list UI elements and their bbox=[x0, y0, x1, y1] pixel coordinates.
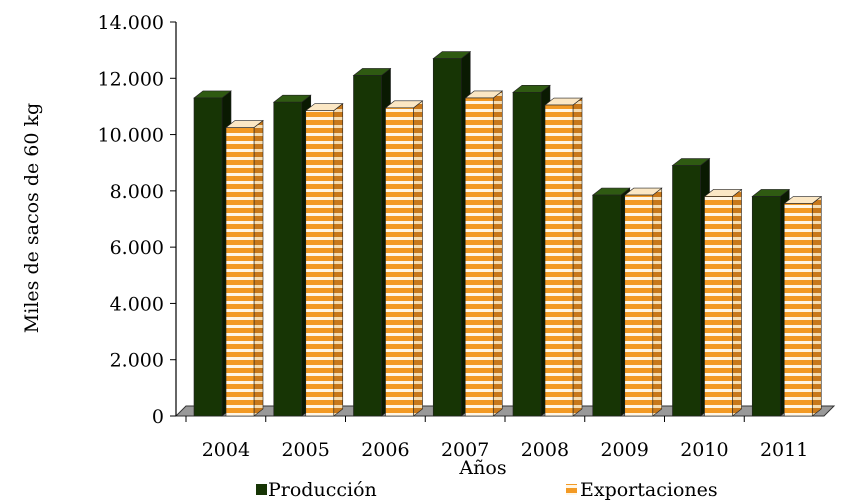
bar-exportaciones bbox=[304, 103, 344, 417]
bar-produccion bbox=[193, 90, 232, 417]
bars bbox=[193, 50, 823, 417]
bar-exportaciones bbox=[623, 187, 663, 417]
bar-exportaciones-side bbox=[652, 187, 663, 417]
bar-exportaciones bbox=[225, 119, 264, 417]
legend-swatch-produccion bbox=[256, 484, 267, 495]
bar-exportaciones bbox=[703, 188, 743, 417]
bar-produccion-front bbox=[273, 101, 303, 417]
y-tick-label: 14.000 bbox=[98, 12, 164, 34]
y-tick-label: 2.000 bbox=[110, 350, 164, 372]
bar-exportaciones-front bbox=[464, 97, 494, 417]
bar-exportaciones-front bbox=[624, 194, 654, 417]
bar-produccion bbox=[272, 94, 312, 417]
x-tick-label: 2007 bbox=[441, 439, 489, 461]
bar-produccion bbox=[591, 187, 631, 417]
bar-exportaciones-front bbox=[305, 110, 335, 417]
bar-exportaciones-front bbox=[704, 196, 733, 417]
x-tick-label: 2006 bbox=[361, 439, 409, 461]
bar-produccion-front bbox=[193, 97, 223, 417]
bar-exportaciones bbox=[783, 195, 823, 417]
legend: Producción Exportaciones bbox=[256, 479, 718, 501]
x-tick-label: 2011 bbox=[760, 439, 808, 461]
legend-label-exportaciones: Exportaciones bbox=[580, 479, 718, 501]
bar-produccion-front bbox=[353, 75, 382, 417]
y-tick-label: 4.000 bbox=[110, 293, 164, 315]
bar-exportaciones-side bbox=[492, 90, 503, 417]
bar-produccion-front bbox=[672, 165, 701, 417]
x-tick-label: 2008 bbox=[521, 439, 569, 461]
bar-exportaciones-side bbox=[253, 119, 264, 417]
bar-exportaciones bbox=[544, 97, 583, 417]
x-tick-label: 2009 bbox=[600, 439, 648, 461]
bar-exportaciones bbox=[464, 90, 504, 417]
x-ticks: 2004 2005 2006 2007 2008 2009 2010 2011 bbox=[185, 416, 808, 461]
bar-produccion bbox=[751, 188, 791, 417]
bar-produccion-front bbox=[751, 196, 781, 417]
bar-exportaciones-front bbox=[783, 203, 813, 417]
y-tick-label: 12.000 bbox=[98, 68, 164, 90]
bar-produccion bbox=[512, 84, 551, 417]
bar-exportaciones bbox=[384, 100, 424, 417]
bar-produccion-front bbox=[592, 194, 622, 417]
bar-exportaciones-side bbox=[732, 188, 742, 417]
y-tick-label: 0 bbox=[152, 406, 164, 428]
bar-produccion bbox=[352, 67, 392, 417]
bar-exportaciones-side bbox=[333, 103, 344, 417]
bar-exportaciones-side bbox=[811, 195, 822, 417]
bar-exportaciones-front bbox=[225, 127, 255, 417]
bar-exportaciones-side bbox=[413, 100, 423, 417]
bar-exportaciones-front bbox=[385, 107, 414, 417]
bar-exportaciones-front bbox=[544, 104, 574, 417]
legend-label-produccion: Producción bbox=[268, 479, 377, 501]
legend-swatch-exportaciones bbox=[566, 484, 577, 495]
x-tick-label: 2005 bbox=[281, 439, 329, 461]
y-ticks: 0 2.000 4.000 6.000 8.000 10.000 12.000 14.000 bbox=[98, 12, 176, 428]
bar-produccion-front bbox=[432, 58, 462, 417]
x-tick-label: 2004 bbox=[202, 439, 250, 461]
bar-produccion bbox=[432, 50, 472, 417]
y-tick-label: 8.000 bbox=[110, 181, 164, 203]
bar-produccion bbox=[671, 157, 711, 417]
y-axis-title: Miles de sacos de 60 kg bbox=[21, 103, 43, 333]
bar-exportaciones-side bbox=[572, 97, 583, 417]
bar-produccion-front bbox=[512, 92, 542, 417]
y-tick-label: 10.000 bbox=[98, 125, 164, 147]
y-tick-label: 6.000 bbox=[110, 237, 164, 259]
x-axis-title: Años bbox=[458, 457, 506, 479]
x-tick-label: 2010 bbox=[680, 439, 728, 461]
